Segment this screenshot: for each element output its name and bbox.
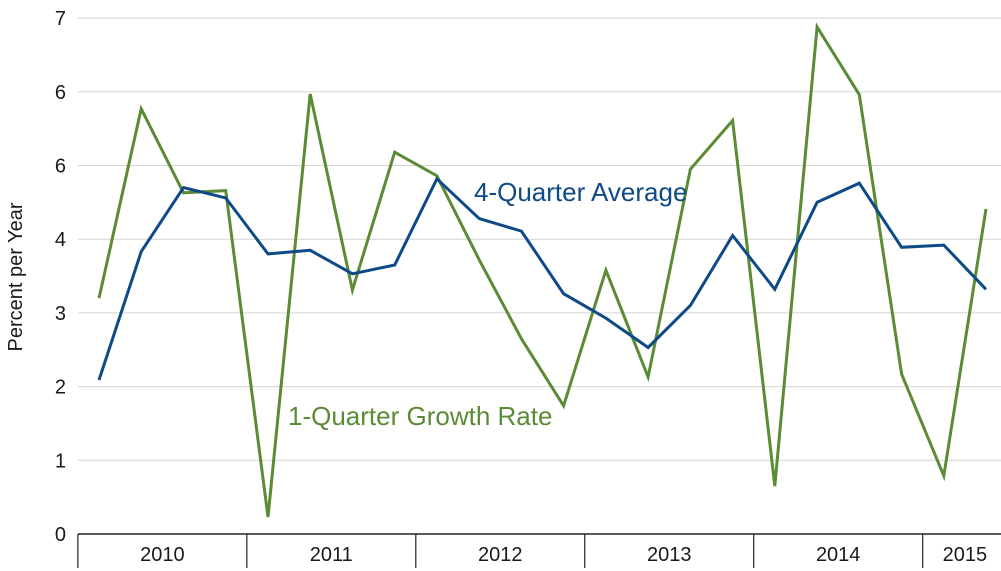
x-axis: 2010 2011 2012 2013 2014 2015 bbox=[77, 533, 1001, 568]
y-tick-label: 7 bbox=[55, 8, 66, 30]
series-line-1-quarter-growth bbox=[97, 22, 988, 518]
series-label-4-quarter-average: 4-Quarter Average bbox=[474, 177, 687, 207]
x-tick-label: 2010 bbox=[140, 544, 185, 566]
y-tick-label: 2 bbox=[55, 377, 66, 399]
y-axis-title: Percent per Year bbox=[5, 202, 27, 351]
y-axis: 0 1 2 3 4 6 6 7 bbox=[55, 8, 66, 546]
series-label-1-quarter-growth: 1-Quarter Growth Rate bbox=[288, 401, 552, 431]
x-tick-label: 2012 bbox=[478, 544, 523, 566]
x-tick-label: 2013 bbox=[647, 544, 692, 566]
y-tick-label: 3 bbox=[55, 303, 66, 325]
y-tick-label: 1 bbox=[55, 450, 66, 472]
y-tick-label: 6 bbox=[55, 82, 66, 104]
x-tick-label: 2014 bbox=[816, 544, 861, 566]
y-tick-label: 6 bbox=[55, 156, 66, 178]
series-lines bbox=[97, 22, 988, 518]
gridlines bbox=[78, 17, 1001, 461]
x-tick-label: 2015 bbox=[943, 544, 988, 566]
series-line-4-quarter-average bbox=[97, 176, 988, 381]
y-tick-label: 0 bbox=[55, 524, 66, 546]
y-tick-label: 4 bbox=[55, 229, 66, 251]
x-tick-label: 2011 bbox=[310, 544, 353, 566]
